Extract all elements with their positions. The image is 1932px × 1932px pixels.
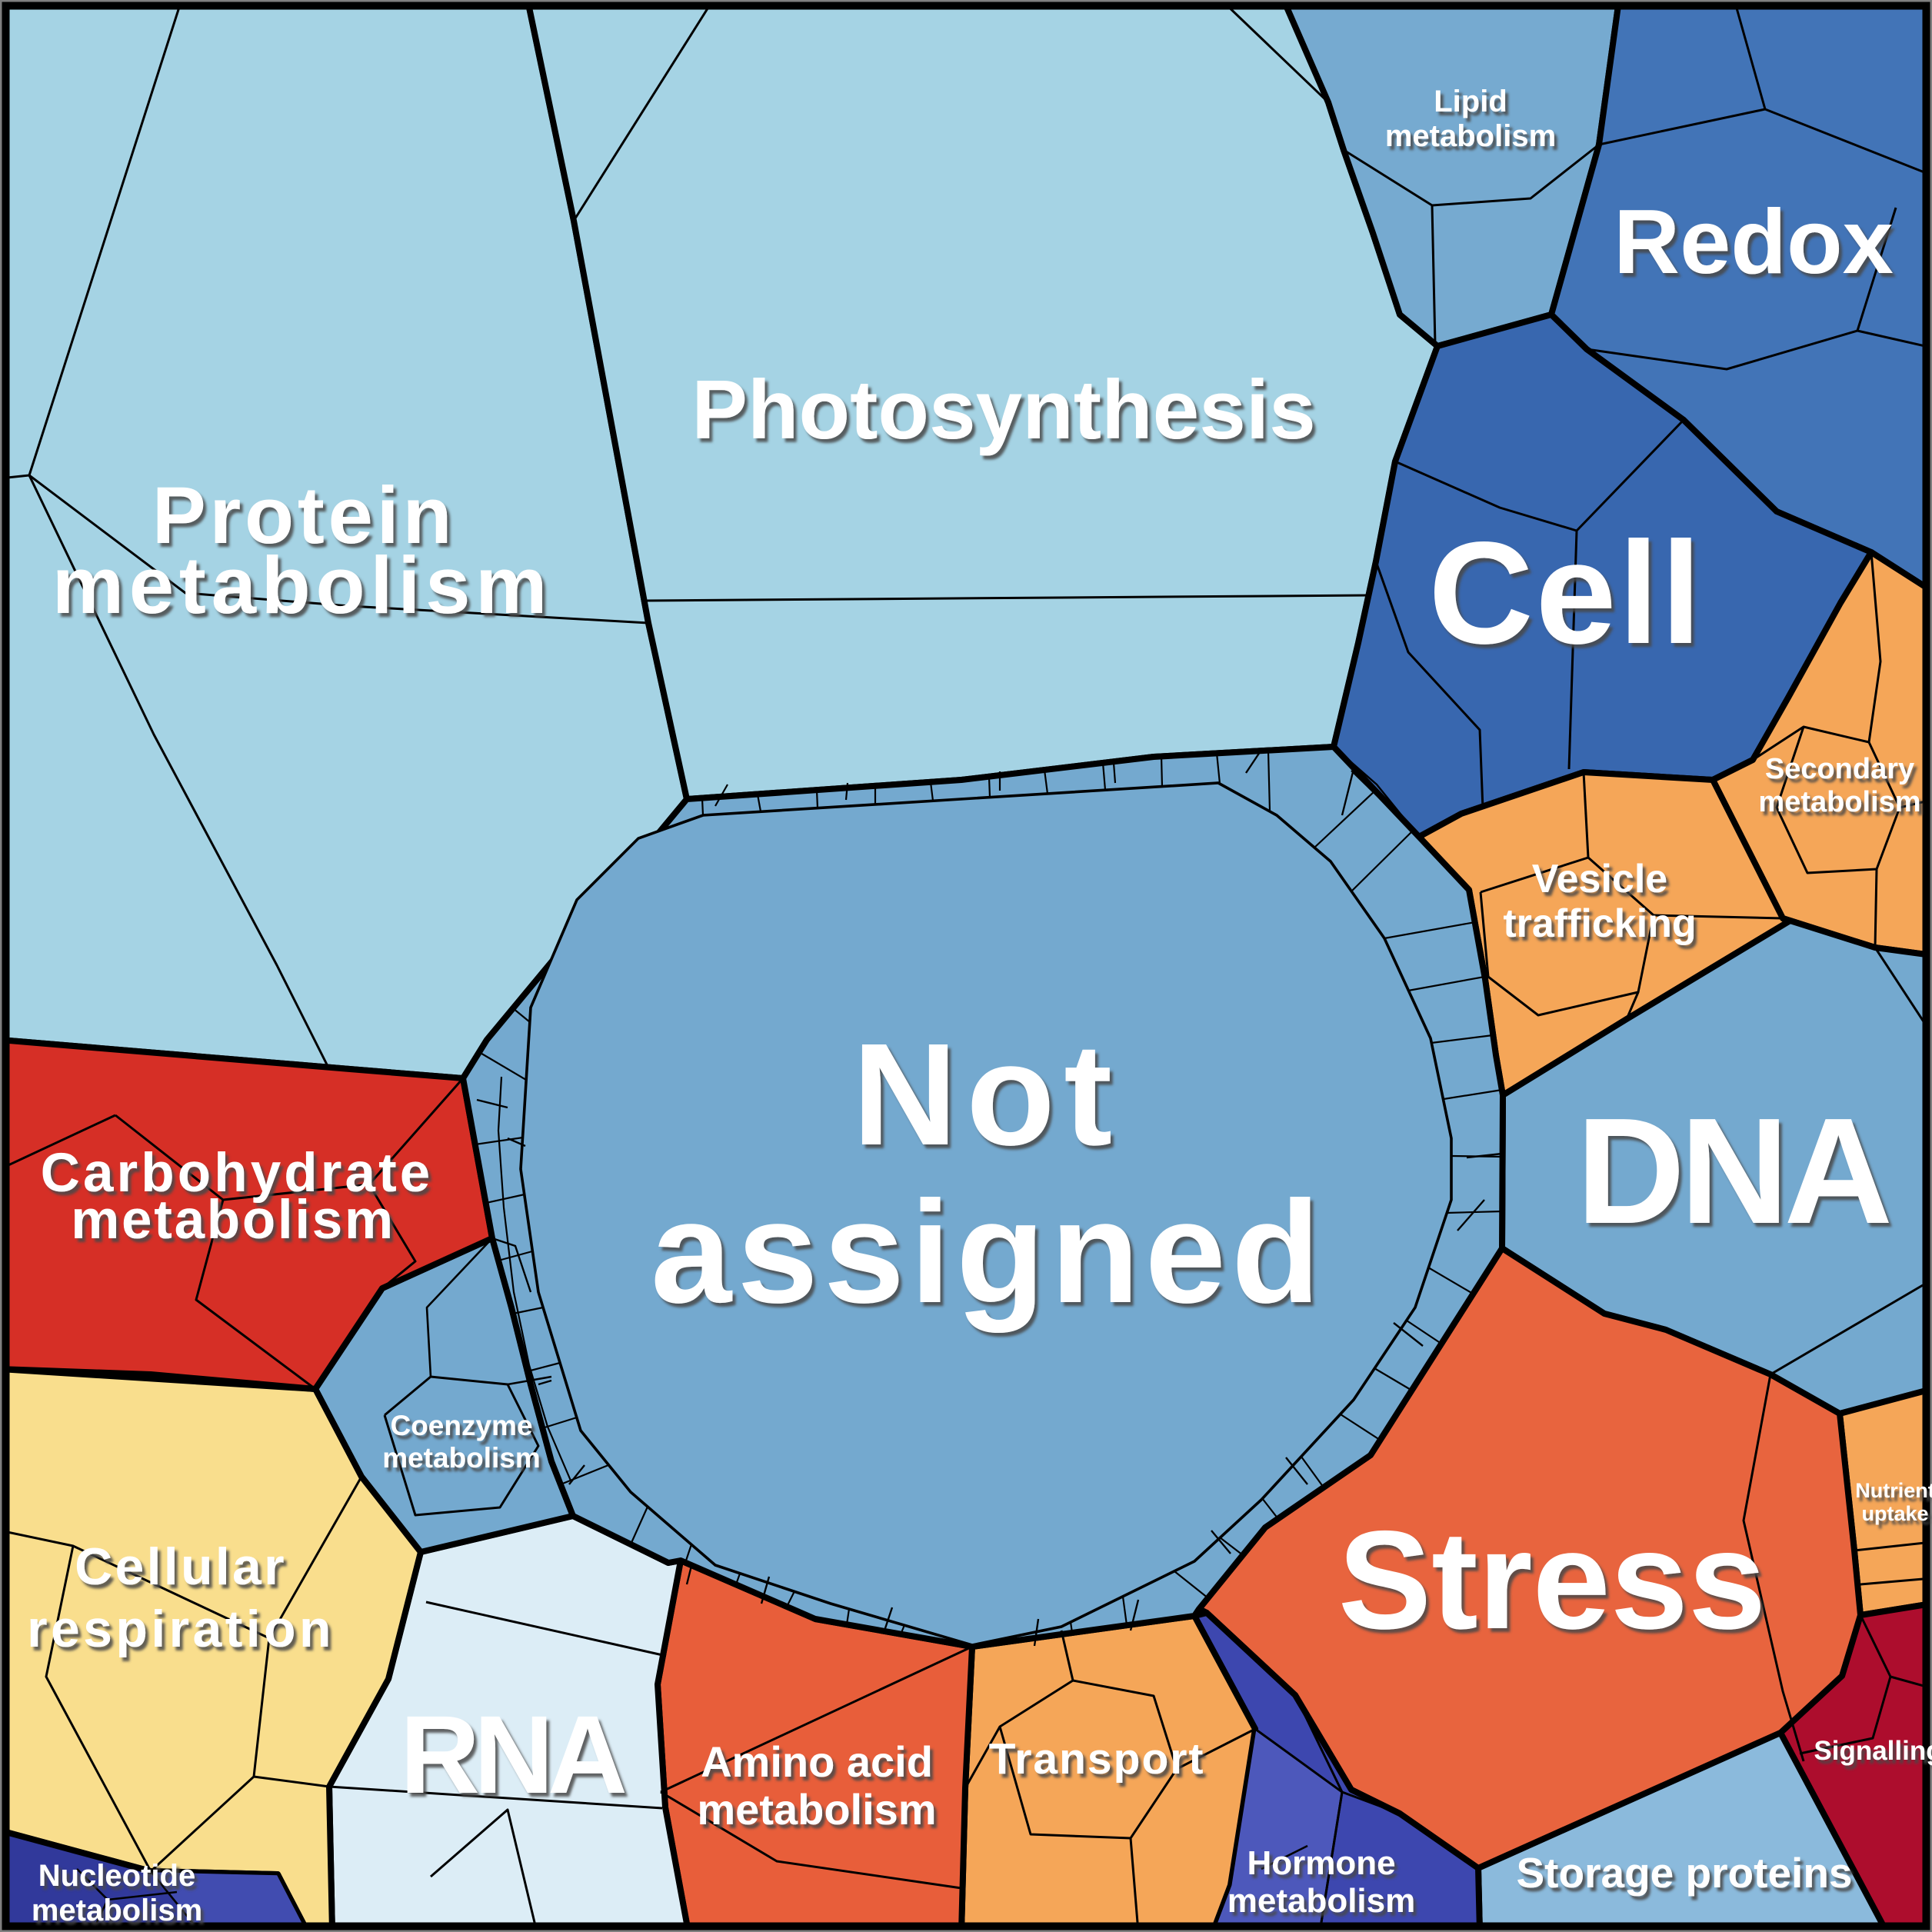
svg-text:respiration: respiration (27, 1600, 335, 1658)
svg-text:trafficking: trafficking (1503, 901, 1696, 946)
svg-text:metabolism: metabolism (71, 1190, 395, 1251)
svg-text:Cellular: Cellular (75, 1537, 287, 1596)
svg-text:Hormone: Hormone (1247, 1844, 1395, 1882)
svg-text:Nutrient: Nutrient (1855, 1479, 1932, 1502)
svg-text:Signalling: Signalling (1814, 1736, 1932, 1766)
svg-text:assigned: assigned (651, 1171, 1326, 1334)
svg-text:Carbohydrate: Carbohydrate (41, 1143, 434, 1204)
svg-text:Vesicle: Vesicle (1532, 857, 1667, 901)
svg-text:uptake: uptake (1861, 1502, 1928, 1525)
svg-text:metabolism: metabolism (52, 541, 553, 631)
svg-text:metabolism: metabolism (382, 1442, 541, 1474)
svg-text:metabolism: metabolism (1385, 119, 1556, 153)
svg-text:Nucleotide: Nucleotide (38, 1859, 195, 1893)
svg-text:Protein: Protein (152, 471, 456, 561)
svg-text:RNA: RNA (400, 1693, 625, 1817)
svg-text:metabolism: metabolism (697, 1785, 936, 1834)
svg-text:Photosynthesis: Photosynthesis (691, 363, 1316, 457)
svg-text:metabolism: metabolism (1758, 786, 1920, 818)
svg-text:Coenzyme: Coenzyme (390, 1410, 532, 1441)
svg-text:Transport: Transport (989, 1734, 1205, 1784)
svg-text:metabolism: metabolism (1227, 1882, 1416, 1920)
svg-text:Amino acid: Amino acid (701, 1737, 933, 1786)
svg-text:Cell: Cell (1428, 512, 1703, 675)
svg-text:Redox: Redox (1614, 191, 1894, 293)
svg-text:metabolism: metabolism (32, 1894, 202, 1927)
svg-text:Not: Not (852, 1014, 1121, 1176)
svg-text:Stress: Stress (1338, 1501, 1767, 1658)
svg-text:Lipid: Lipid (1434, 85, 1507, 118)
svg-text:Storage proteins: Storage proteins (1516, 1849, 1852, 1897)
svg-text:DNA: DNA (1576, 1087, 1889, 1255)
svg-text:Secondary: Secondary (1765, 753, 1914, 785)
